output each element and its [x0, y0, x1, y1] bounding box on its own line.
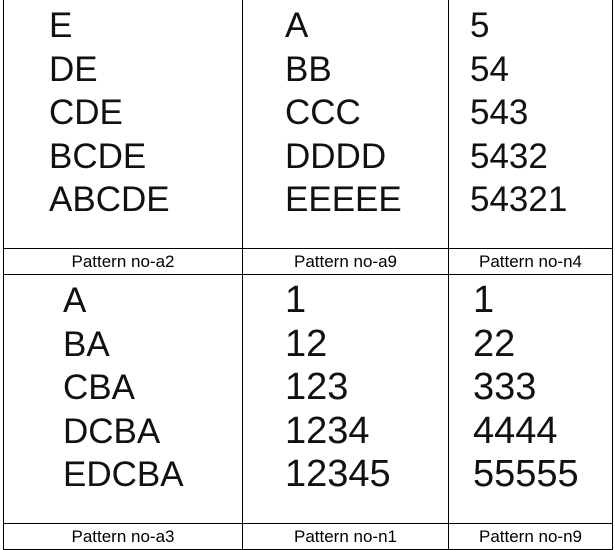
pattern-line: 54321 [470, 180, 568, 219]
pattern-a9: A BB CCC DDDD EEEEE [285, 4, 402, 222]
caption-a9: Pattern no-a9 [242, 248, 449, 275]
pattern-a3: A BA CBA DCBA EDCBA [63, 279, 184, 497]
pattern-line: BCDE [49, 136, 147, 176]
pattern-line: 4444 [473, 409, 558, 452]
pattern-line: 12 [285, 322, 328, 365]
pattern-cell-a2: E DE CDE BCDE ABCDE [4, 0, 242, 248]
pattern-line: CBA [63, 368, 135, 407]
caption-a2: Pattern no-a2 [3, 248, 243, 275]
pattern-line: CCC [285, 93, 361, 132]
pattern-line: E [49, 6, 73, 45]
pattern-line: 1234 [285, 409, 370, 452]
pattern-line: 5 [470, 6, 490, 45]
pattern-line: A [285, 6, 309, 45]
pattern-line: 1 [473, 279, 495, 321]
pattern-line: DCBA [63, 411, 161, 451]
pattern-line: 333 [473, 366, 537, 408]
pattern-line: A [63, 281, 87, 320]
pattern-n4: 5 54 543 5432 54321 [470, 4, 567, 222]
pattern-line: 12345 [285, 453, 391, 495]
pattern-line: DE [49, 49, 98, 89]
pattern-cell-a3: A BA CBA DCBA EDCBA [4, 275, 242, 523]
pattern-line: EDCBA [63, 455, 184, 494]
pattern-line: BA [63, 324, 110, 364]
pattern-cell-n4: 5 54 543 5432 54321 [449, 0, 612, 248]
pattern-n1: 1 12 123 1234 12345 [285, 279, 391, 497]
patterns-table: E DE CDE BCDE ABCDE A BB CCC DDDD EEEEE 5 54 543 54… [3, 0, 613, 550]
caption-n4: Pattern no-n4 [448, 248, 613, 275]
pattern-n9: 1 22 333 4444 55555 [473, 279, 579, 497]
pattern-line: CDE [49, 93, 123, 132]
pattern-line: BB [285, 49, 332, 89]
pattern-a2: E DE CDE BCDE ABCDE [49, 4, 170, 222]
pattern-line: 1 [285, 279, 307, 321]
pattern-line: DDDD [285, 136, 387, 176]
pattern-line: 55555 [473, 453, 579, 495]
pattern-cell-n9: 1 22 333 4444 55555 [449, 275, 612, 523]
caption-a3: Pattern no-a3 [3, 523, 243, 550]
pattern-line: 543 [470, 93, 529, 132]
pattern-line: 54 [470, 49, 509, 89]
pattern-line: 22 [473, 322, 516, 365]
pattern-cell-a9: A BB CCC DDDD EEEEE [243, 0, 448, 248]
pattern-line: ABCDE [49, 180, 170, 219]
pattern-line: 123 [285, 366, 349, 408]
pattern-line: EEEEE [285, 180, 402, 219]
caption-n9: Pattern no-n9 [448, 523, 613, 550]
pattern-line: 5432 [470, 136, 548, 176]
pattern-cell-n1: 1 12 123 1234 12345 [243, 275, 448, 523]
caption-n1: Pattern no-n1 [242, 523, 449, 550]
